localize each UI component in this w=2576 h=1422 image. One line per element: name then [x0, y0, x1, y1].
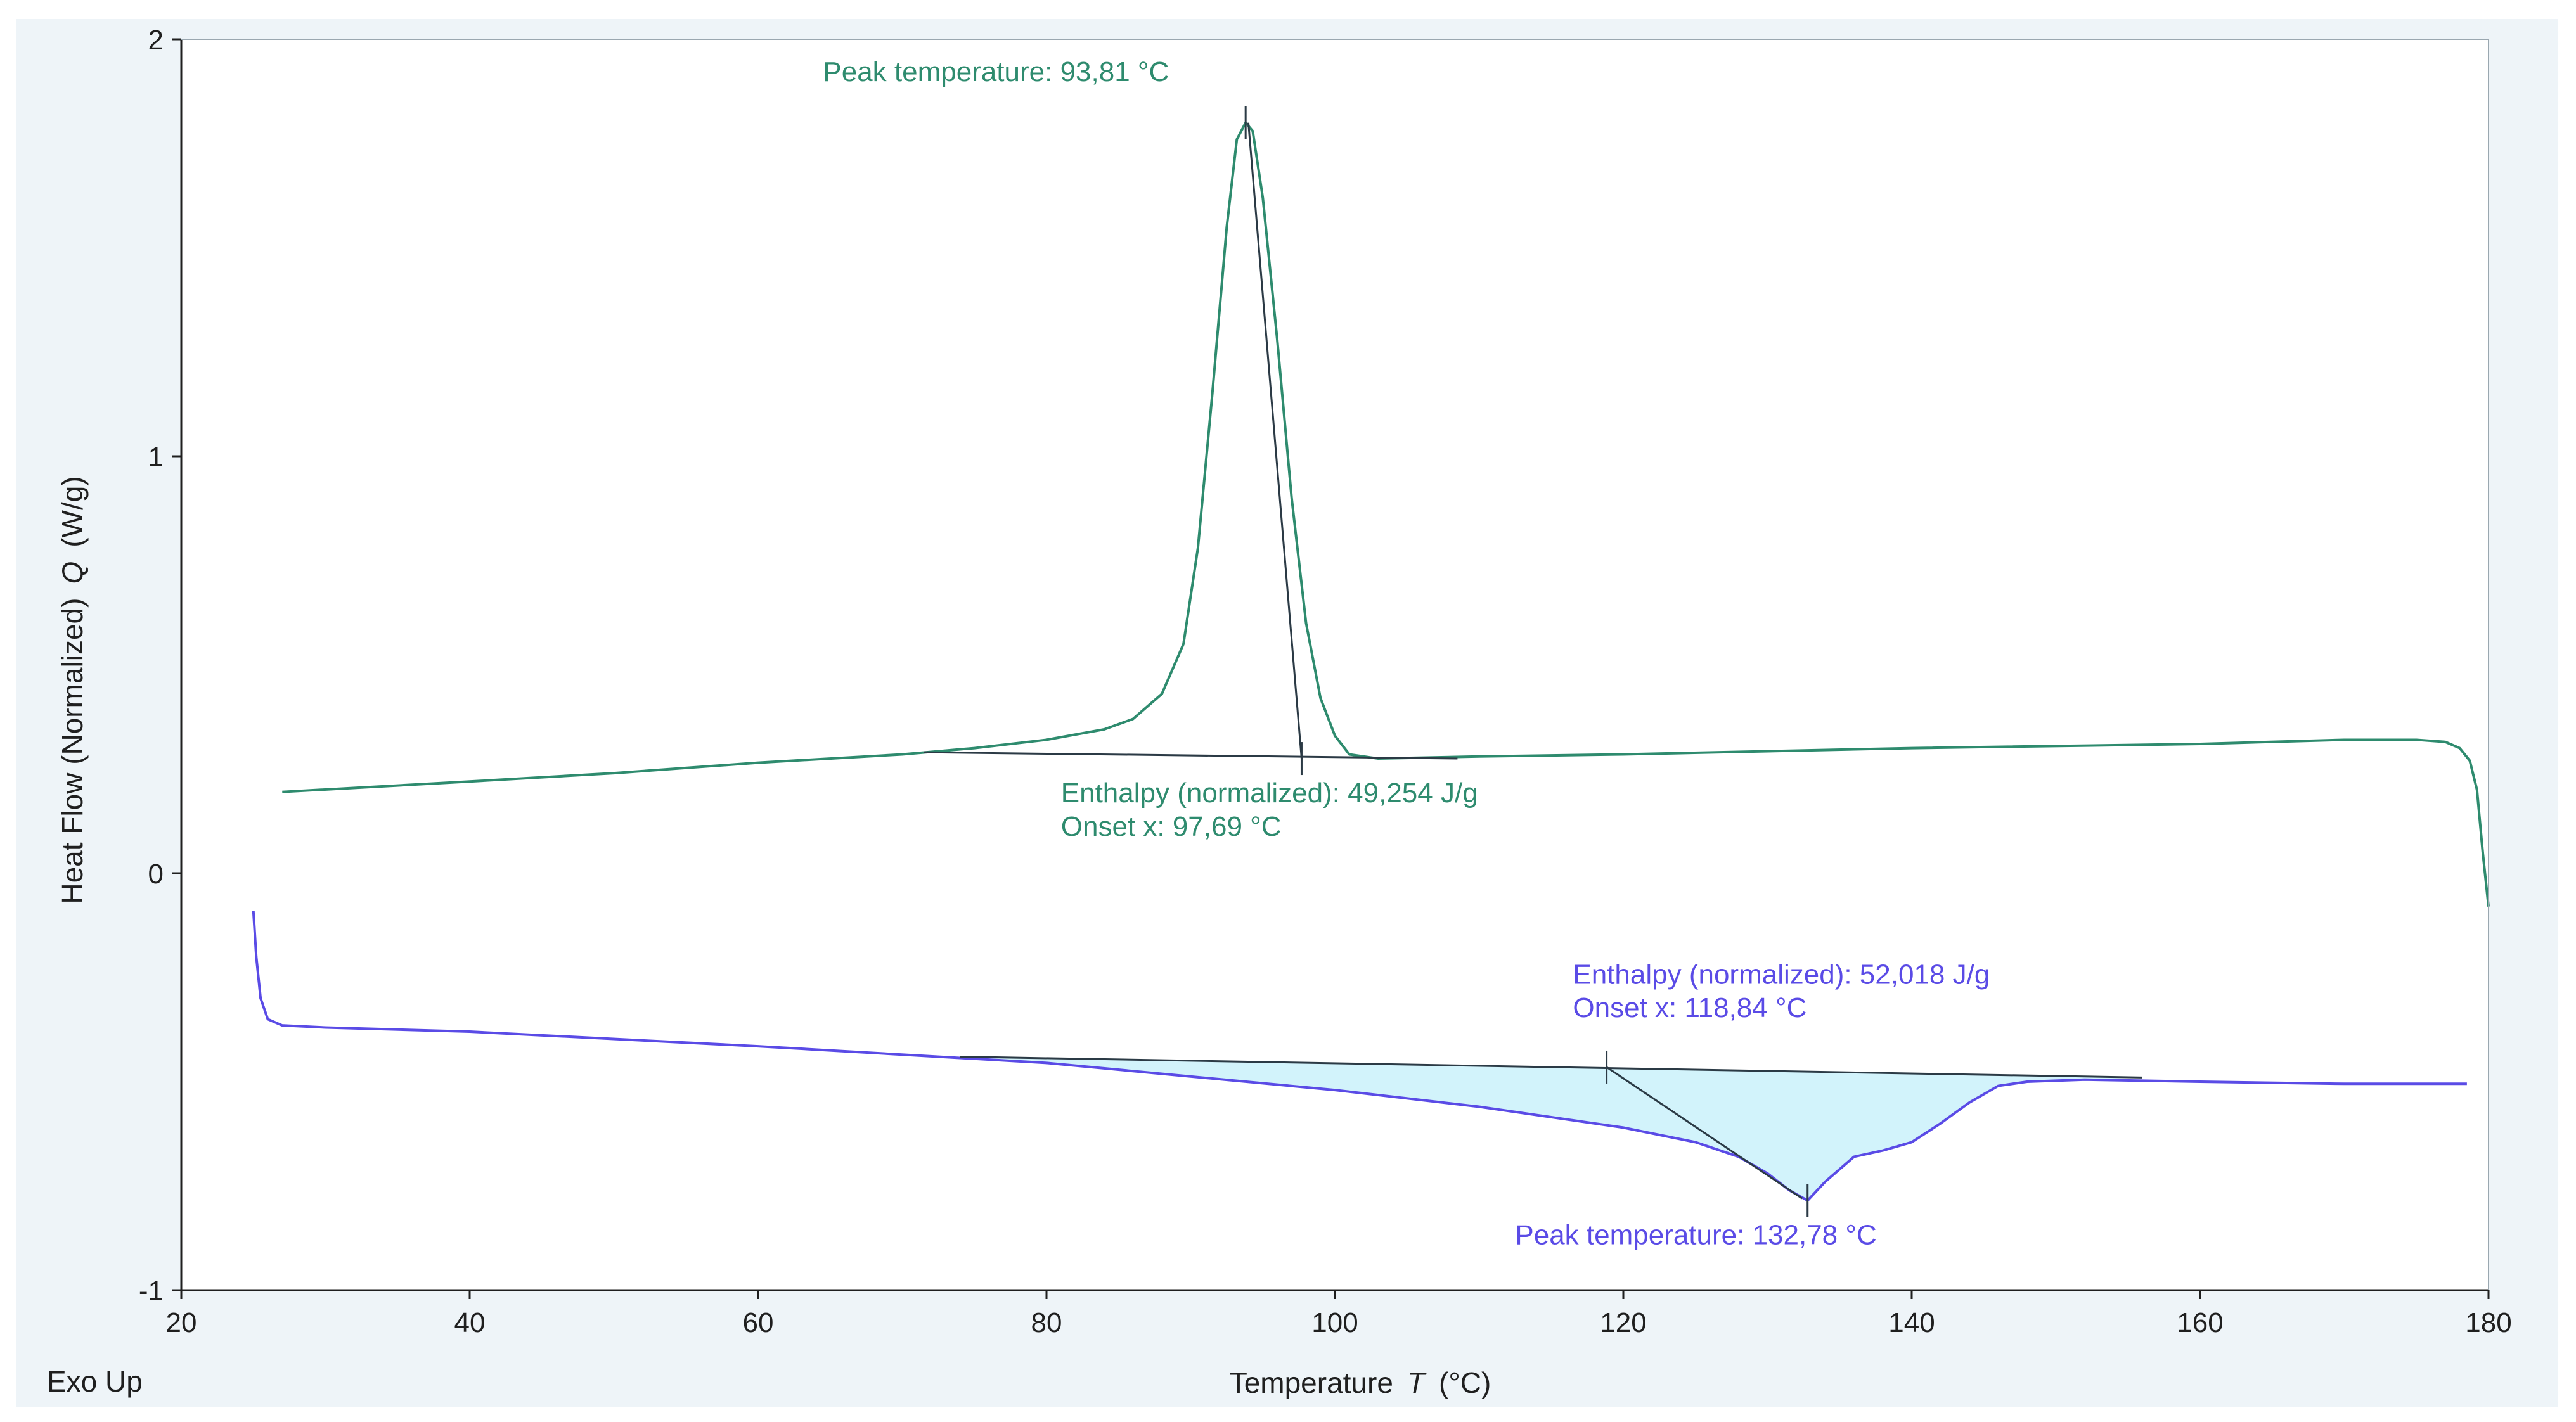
tangent-heating — [1606, 1066, 1803, 1200]
x-axis-title-label: Temperature — [1230, 1366, 1393, 1399]
x-tick-label: 140 — [1888, 1307, 1935, 1338]
y-tick-label: -1 — [139, 1276, 164, 1307]
annotation-heat-onset: Onset x: 118,84 °C — [1573, 992, 1806, 1023]
baseline-cooling — [924, 751, 1458, 760]
y-tick-label: 0 — [148, 859, 164, 890]
x-axis-title-symbol: T — [1407, 1366, 1427, 1399]
chart-frame: 20 40 60 80 100 120 140 160 180 -1 0 1 2 Temperature T… — [16, 19, 2558, 1407]
plot-area — [181, 39, 2489, 1290]
x-tick-label: 60 — [743, 1307, 774, 1338]
x-tick-label: 160 — [2177, 1307, 2223, 1338]
y-tick-label: 2 — [148, 25, 164, 56]
x-axis-title: Temperature T (°C) — [1230, 1366, 1491, 1399]
annotation-cool-peak: Peak temperature: 93,81 °C — [823, 56, 1169, 87]
x-tick-label: 180 — [2465, 1307, 2511, 1338]
x-tick-label: 100 — [1311, 1307, 1358, 1338]
series-line-heating — [252, 911, 2467, 1202]
x-tick-label: 80 — [1031, 1307, 1062, 1338]
annotation-heat-enthalpy: Enthalpy (normalized): 52,018 J/g — [1573, 959, 1990, 990]
y-axis-title-label: Heat Flow (Normalized) — [56, 598, 89, 904]
series-line-cooling — [282, 121, 2490, 907]
y-tick-label: 1 — [148, 442, 164, 473]
x-tick-label: 40 — [454, 1307, 486, 1338]
y-axis-title-unit: (W/g) — [56, 476, 89, 547]
annotation-heat-peak: Peak temperature: 132,78 °C — [1515, 1220, 1876, 1251]
x-tick-label: 120 — [1600, 1307, 1646, 1338]
baseline-heating — [960, 1056, 2143, 1079]
annotation-cool-enthalpy: Enthalpy (normalized): 49,254 J/g — [1061, 778, 1478, 809]
y-axis-title-symbol: Q — [56, 561, 89, 584]
y-axis-title: Heat Flow (Normalized) Q (W/g) — [56, 476, 89, 904]
annotation-cool-onset: Onset x: 97,69 °C — [1061, 811, 1282, 842]
exo-up-label: Exo Up — [47, 1365, 143, 1398]
x-tick-label: 20 — [166, 1307, 197, 1338]
enthalpy-area-heating — [960, 1056, 2142, 1201]
tangent-cooling — [1247, 122, 1303, 759]
x-axis-title-unit: (°C) — [1439, 1366, 1491, 1399]
